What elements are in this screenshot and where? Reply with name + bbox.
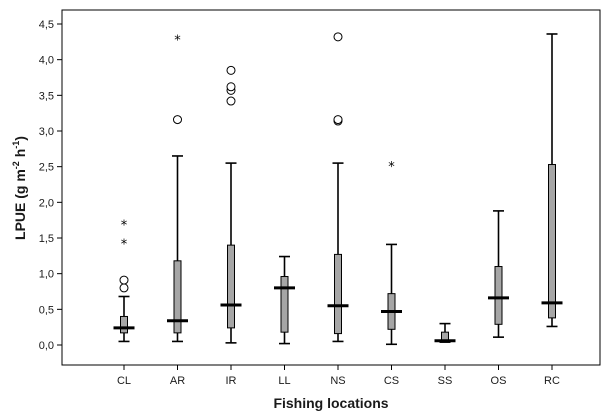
plot-frame — [61, 9, 601, 366]
outlier-point — [119, 275, 129, 285]
x-tick-label: SS — [438, 375, 453, 387]
y-axis-label-mid: h — [12, 149, 28, 161]
y-tick-label: 0,5 — [39, 304, 54, 316]
box-series: **** — [113, 32, 563, 346]
box-ns — [327, 32, 349, 343]
iqr-box — [548, 164, 556, 319]
outlier-point — [226, 96, 236, 106]
box-ss — [434, 322, 456, 343]
outlier-point — [119, 283, 129, 293]
box-ll — [274, 255, 295, 345]
x-tick-label: AR — [170, 375, 185, 387]
box-rc — [541, 33, 563, 328]
y-tick-label: 2,0 — [39, 197, 54, 209]
extreme-point: * — [121, 238, 128, 253]
outlier-point — [333, 32, 343, 42]
x-tick-label: OS — [491, 375, 507, 387]
iqr-box — [280, 276, 289, 333]
extreme-point: * — [174, 34, 181, 49]
y-tick-label: 4,0 — [39, 55, 54, 67]
x-tick-label: CS — [384, 375, 399, 387]
y-axis-label-end: ) — [12, 136, 28, 141]
x-axis: CL AR IR LL NS CS SS OS RC — [117, 365, 560, 387]
y-tick-label: 4,5 — [39, 19, 54, 31]
y-tick-label: 0,0 — [39, 340, 54, 352]
y-tick-label: 2,5 — [39, 162, 54, 174]
box-cl: ** — [113, 218, 135, 343]
y-axis-label-sup1: -2 — [11, 161, 21, 169]
iqr-box — [173, 260, 182, 334]
outlier-point — [226, 82, 236, 92]
iqr-box — [494, 266, 503, 325]
x-tick-label: NS — [330, 375, 345, 387]
x-axis-label: Fishing locations — [273, 395, 388, 411]
iqr-box — [120, 315, 128, 334]
y-tick-label: 1,0 — [39, 269, 54, 281]
x-tick-label: LL — [278, 375, 290, 387]
iqr-box — [334, 253, 342, 335]
y-tick-label: 3,0 — [39, 126, 54, 138]
outlier-point — [226, 65, 236, 75]
box-os — [488, 210, 509, 338]
y-axis: 0,0 0,5 1,0 1,5 2,0 2,5 3,0 3,5 4,0 4,5 — [39, 19, 62, 352]
y-tick-label: 1,5 — [39, 233, 54, 245]
outlier-point — [333, 115, 343, 125]
box-ar: * — [167, 34, 188, 343]
extreme-point: * — [121, 218, 128, 233]
box-cs: * — [381, 160, 402, 346]
y-tick-label: 3,5 — [39, 90, 54, 102]
iqr-box — [227, 244, 235, 329]
box-ir — [220, 65, 242, 344]
outlier-point — [173, 115, 182, 125]
y-axis-label-main: LPUE (g m — [12, 169, 28, 240]
x-tick-label: IR — [226, 375, 237, 387]
y-axis-label-sup2: -1 — [11, 141, 21, 149]
y-axis-label: LPUE (g m-2 h-1) — [11, 136, 28, 240]
extreme-point: * — [388, 160, 395, 175]
x-tick-label: RC — [544, 375, 560, 387]
x-tick-label: CL — [117, 375, 131, 387]
